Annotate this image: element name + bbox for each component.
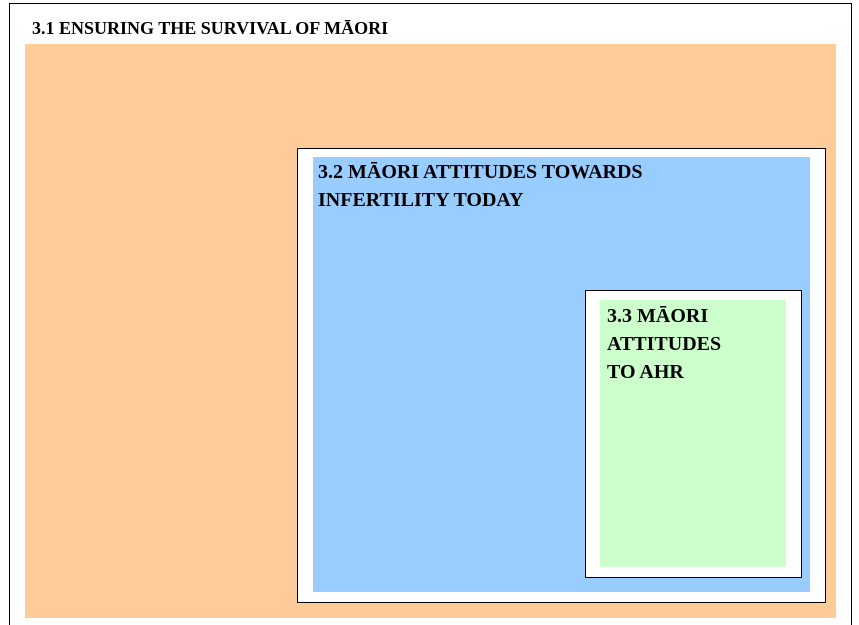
box-title: 3.3 MĀORI xyxy=(607,305,709,327)
box-title: TO AHR xyxy=(607,361,684,383)
box-title: 3.2 MĀORI ATTITUDES TOWARDS xyxy=(318,161,643,183)
box-title: ATTITUDES xyxy=(607,333,722,355)
box-fill xyxy=(600,300,786,567)
outer-frame xyxy=(9,3,852,625)
box-title: 3.1 ENSURING THE SURVIVAL OF MĀORI xyxy=(32,18,389,38)
box-title: INFERTILITY TODAY xyxy=(318,189,524,211)
